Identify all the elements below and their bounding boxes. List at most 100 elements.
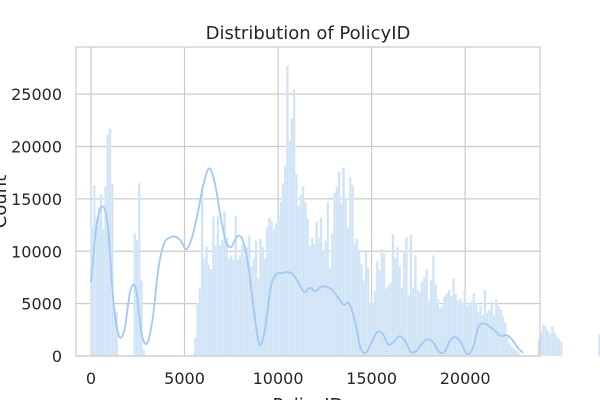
histogram-bar [200, 186, 204, 357]
histogram-bar [279, 201, 283, 357]
histogram-bar [380, 248, 384, 357]
histogram-bar [551, 325, 554, 357]
histogram-bar [366, 267, 370, 357]
chart-title: Distribution of PolicyID [206, 23, 411, 44]
histogram-bar [243, 256, 247, 357]
histogram-bar [416, 289, 419, 357]
histogram-bar [290, 118, 294, 357]
histogram-bar [93, 185, 96, 357]
histogram-bar [247, 235, 251, 357]
histogram-bar [140, 280, 143, 357]
histogram-bar [427, 300, 431, 357]
histogram-bar [503, 322, 507, 357]
histogram-bar [196, 303, 199, 357]
histogram-bar [272, 229, 276, 357]
histogram-bar [263, 258, 267, 357]
histogram-bar [90, 225, 94, 357]
histogram-bar [324, 240, 327, 357]
histogram-bar [481, 314, 485, 357]
histogram-bar [479, 305, 482, 357]
histogram-bar [328, 267, 332, 357]
histogram-bar [557, 339, 561, 357]
histogram-bar [301, 186, 305, 357]
y-tick-labels: 0 5000 10000 15000 20000 25000 [11, 85, 62, 366]
histogram-bar [382, 253, 386, 357]
histogram-bar [544, 326, 547, 357]
x-tick-label: 0 [86, 369, 96, 388]
histogram-bar [353, 242, 357, 357]
histogram-bar [254, 240, 258, 357]
histogram-bar [335, 187, 339, 357]
histogram-bar [281, 182, 285, 357]
histogram-bar [555, 336, 559, 357]
histogram-bar [378, 269, 381, 357]
histogram-bar [209, 268, 213, 357]
histogram-bar [277, 215, 280, 357]
y-tick-label: 20000 [11, 138, 62, 157]
histogram-bar [220, 239, 224, 357]
histogram-bar [454, 294, 458, 357]
histogram-bar [391, 234, 395, 357]
histogram-bar [283, 166, 287, 357]
histogram-bar [133, 233, 137, 357]
histogram-bar [214, 245, 217, 357]
histogram-bar [313, 243, 316, 357]
histogram-bar [492, 314, 496, 357]
x-tick-label: 20000 [440, 369, 491, 388]
histogram-bar [207, 264, 211, 357]
histogram-bar [438, 308, 442, 357]
histogram-bar [322, 250, 325, 357]
histogram-bar [443, 296, 446, 357]
histogram-bar [236, 259, 240, 357]
x-axis-label: PolicyID [273, 395, 344, 400]
histogram-bar [449, 296, 453, 357]
histogram-bar [598, 333, 600, 357]
histogram-bar [212, 216, 215, 357]
histogram-bar [452, 278, 455, 357]
histogram-bar [229, 255, 233, 357]
histogram-bar [411, 287, 415, 357]
y-tick-label: 5000 [21, 295, 62, 314]
histogram-bar [310, 237, 314, 357]
histogram-bar [499, 309, 503, 357]
histogram-bar [317, 237, 321, 357]
histogram-bar [306, 218, 309, 357]
histogram-bar [97, 207, 101, 357]
histogram-bar [546, 330, 550, 357]
histogram-bar [467, 303, 471, 357]
histogram-bar [337, 171, 341, 357]
histogram-bar [515, 350, 518, 357]
histogram-bar [101, 229, 105, 357]
histogram-bar [405, 237, 408, 357]
histogram-bar [288, 140, 291, 357]
histogram-bar [398, 265, 402, 357]
x-tick-label: 10000 [253, 369, 304, 388]
histogram-bar [425, 268, 428, 357]
histogram-bar [299, 194, 303, 357]
histogram-bar [274, 222, 278, 357]
histogram-bar [137, 182, 141, 357]
histogram-bar [414, 255, 417, 357]
histogram-bar [510, 346, 514, 357]
histogram-bar [465, 305, 469, 357]
histogram-bar [304, 201, 307, 357]
histogram-bar [373, 290, 377, 357]
histogram-bar [497, 305, 500, 357]
histogram-bar [512, 348, 516, 357]
histogram-bar [506, 336, 509, 357]
histogram-bar [331, 233, 334, 357]
histogram-bar [476, 311, 480, 357]
x-tick-label: 15000 [346, 369, 397, 388]
histogram-bar [423, 277, 426, 357]
histogram-bar [259, 238, 262, 357]
histogram-bar [339, 202, 343, 357]
histogram-bar [488, 309, 491, 357]
histogram-bar [216, 215, 220, 357]
histogram-bar [458, 298, 462, 357]
histogram-bar [364, 252, 368, 357]
histogram-bar [362, 280, 366, 357]
histogram-bar [348, 177, 352, 357]
histogram-bar [485, 312, 489, 357]
histogram-bar [218, 245, 222, 357]
